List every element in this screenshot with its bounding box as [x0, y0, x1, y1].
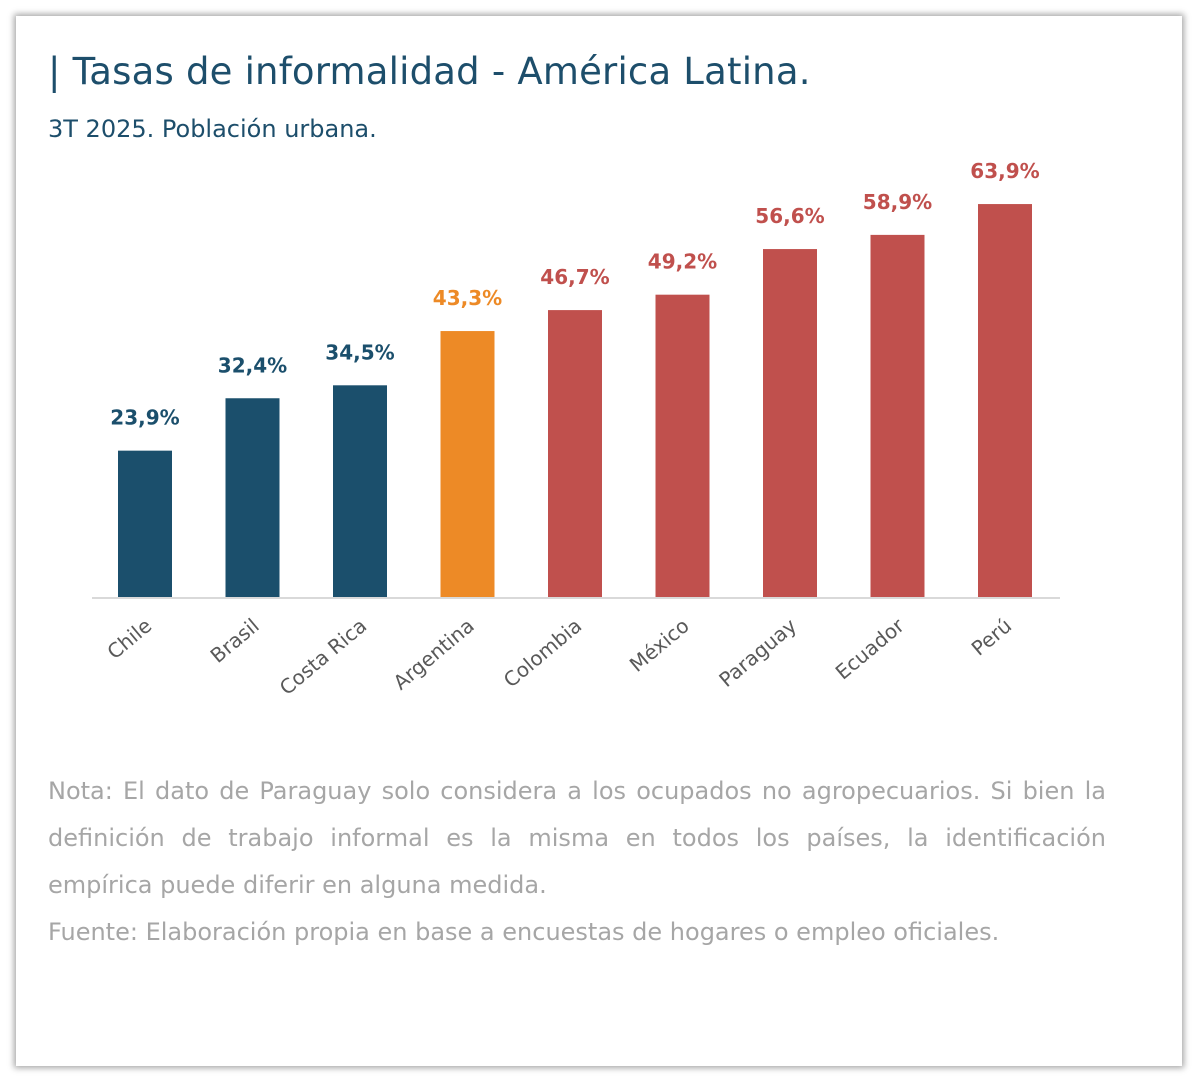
category-label: México: [625, 613, 694, 676]
source-text: Fuente: Elaboración propia en base a enc…: [48, 918, 1000, 946]
value-label: 63,9%: [970, 159, 1039, 183]
value-label: 32,4%: [218, 353, 287, 377]
bar-paraguay: [763, 249, 817, 598]
value-label: 43,3%: [433, 286, 502, 310]
value-label: 58,9%: [863, 190, 932, 214]
note-text: Nota: El dato de Paraguay solo considera…: [48, 777, 1106, 899]
bar-chile: [118, 450, 172, 598]
category-label: Perú: [967, 613, 1017, 660]
bar-chart: 23,9% 32,4% 34,5% 43,3% 46,7% 49,2% 56,6% 58,9%…: [92, 159, 1060, 700]
chart-subtitle: 3T 2025. Población urbana.: [48, 115, 377, 143]
bars-group: [118, 204, 1032, 598]
bar-costa-rica: [333, 385, 387, 598]
bar-perú: [978, 204, 1032, 598]
category-label: Ecuador: [831, 613, 910, 684]
bar-ecuador: [870, 234, 925, 598]
bar-colombia: [548, 310, 602, 598]
category-label: Chile: [102, 613, 156, 664]
bar-méxico: [655, 294, 710, 598]
category-label: Costa Rica: [275, 613, 371, 699]
value-label: 56,6%: [755, 204, 824, 228]
value-label: 23,9%: [110, 406, 179, 430]
value-label: 49,2%: [648, 250, 717, 274]
bar-brasil: [225, 398, 280, 598]
category-label: Colombia: [499, 613, 586, 692]
bar-argentina: [440, 331, 495, 598]
value-label: 34,5%: [325, 340, 394, 364]
category-label: Brasil: [206, 613, 264, 667]
chart-title: | Tasas de informalidad - América Latina…: [48, 50, 811, 93]
value-labels-group: 23,9% 32,4% 34,5% 43,3% 46,7% 49,2% 56,6% 58,9%…: [110, 159, 1039, 430]
category-labels-group: Chile Brasil Costa Rica Argentina Colombia Mé…: [102, 613, 1016, 700]
chart-card: | Tasas de informalidad - América Latina…: [16, 16, 1182, 1066]
value-label: 46,7%: [540, 265, 609, 289]
footnotes: Nota: El dato de Paraguay solo considera…: [48, 768, 1106, 956]
category-label: Paraguay: [714, 613, 801, 692]
category-label: Argentina: [389, 613, 479, 694]
